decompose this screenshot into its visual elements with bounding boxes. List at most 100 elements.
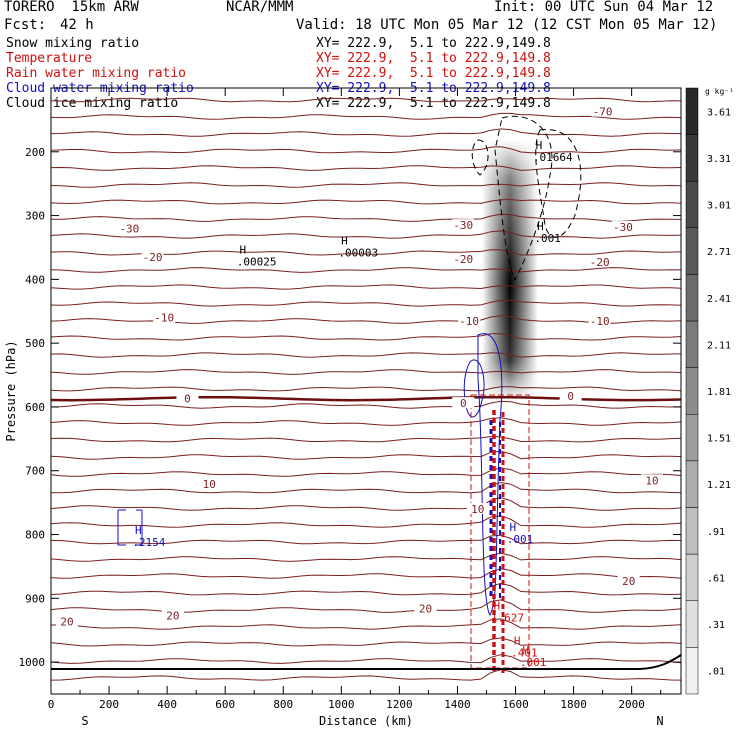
x-tick-label: 1200 bbox=[386, 698, 413, 711]
temperature-contour-label: 0 bbox=[567, 390, 574, 403]
colorbar-label: 1.21 bbox=[707, 480, 731, 491]
isotherm-line bbox=[50, 637, 682, 647]
maximum-value-label: .001 bbox=[507, 533, 534, 546]
temperature-contour-label: -20 bbox=[590, 256, 610, 269]
isotherm-line bbox=[50, 618, 682, 630]
x-tick-label: 600 bbox=[215, 698, 235, 711]
y-tick-label: 300 bbox=[25, 210, 45, 223]
colorbar-label: 3.31 bbox=[707, 154, 731, 165]
colorbar-label: 2.41 bbox=[707, 294, 731, 305]
x-tick-label: 0 bbox=[48, 698, 55, 711]
x-tick-label: 1800 bbox=[560, 698, 587, 711]
temperature-contour-label: -10 bbox=[590, 315, 610, 328]
contour-label-bg bbox=[161, 609, 184, 621]
fcst-label: Fcst: bbox=[4, 17, 47, 33]
plot-frame bbox=[50, 87, 682, 695]
x-tick-label: 400 bbox=[157, 698, 177, 711]
x-tick-label: 1600 bbox=[502, 698, 529, 711]
zero-isotherm-line bbox=[50, 395, 682, 402]
colorbar-label: 3.01 bbox=[707, 201, 731, 212]
cloud-water-contour bbox=[117, 509, 143, 546]
contour-label-bg bbox=[55, 615, 78, 627]
colorbar-label: 1.81 bbox=[707, 387, 731, 398]
temperature-contour-label: -20 bbox=[453, 253, 473, 266]
cloud-ice-contour bbox=[494, 115, 553, 282]
fcst-value: 42 h bbox=[60, 17, 94, 33]
isotherm-line bbox=[50, 97, 682, 103]
isotherm-line bbox=[50, 669, 682, 681]
isotherm-line bbox=[50, 315, 682, 324]
contour-label-bg bbox=[559, 390, 582, 402]
colorbar-segment bbox=[685, 647, 699, 695]
cloud-water-contour bbox=[477, 333, 503, 616]
temperature-contour-label: -30 bbox=[613, 221, 633, 234]
y-tick-label: 1000 bbox=[19, 656, 46, 669]
field-name: Cloud ice mixing ratio bbox=[6, 96, 179, 111]
cloud-water-contour bbox=[463, 359, 485, 418]
temperature-contour-label: -30 bbox=[453, 219, 473, 232]
maximum-value-label: .001 bbox=[520, 656, 547, 669]
colorbar-label: .31 bbox=[707, 620, 725, 631]
x-tick-label: 1400 bbox=[444, 698, 471, 711]
colorbar-label: .61 bbox=[707, 573, 725, 584]
temperature-contour-label: 20 bbox=[166, 610, 179, 623]
terrain-line bbox=[51, 654, 682, 670]
cloud-ice-contour bbox=[471, 139, 489, 176]
temperature-contour-label: 10 bbox=[471, 503, 484, 516]
isotherm-line bbox=[50, 230, 682, 239]
field-name: Temperature bbox=[6, 51, 93, 66]
field-xy-range: XY= 222.9, 5.1 to 222.9,149.8 bbox=[316, 51, 551, 66]
field-name: Rain water mixing ratio bbox=[6, 66, 187, 81]
temperature-contour-label: 20 bbox=[419, 603, 432, 616]
colorbar-segment bbox=[685, 134, 699, 182]
x-tick-label: 1000 bbox=[328, 698, 355, 711]
isotherm-line bbox=[50, 386, 682, 392]
maximum-marker: H bbox=[341, 235, 348, 248]
contour-label-bg bbox=[458, 314, 481, 326]
contour-label-bg bbox=[176, 392, 199, 404]
contour-label-bg bbox=[588, 256, 611, 268]
field-xy-range: XY= 222.9, 5.1 to 222.9,149.8 bbox=[316, 36, 551, 51]
maximum-marker: H bbox=[494, 599, 501, 612]
maximum-value-label: .00003 bbox=[338, 247, 378, 260]
colorbar-segment bbox=[685, 180, 699, 229]
contour-label-bg bbox=[591, 105, 614, 117]
colorbar-segment bbox=[685, 367, 699, 415]
temperature-contour-label: 0 bbox=[460, 397, 467, 410]
isotherm-line bbox=[50, 435, 682, 443]
isotherm-line bbox=[50, 299, 682, 307]
model-title: TORERO 15km ARW bbox=[4, 0, 139, 15]
contour-label-bg bbox=[640, 474, 663, 486]
contour-label-bg bbox=[588, 314, 611, 326]
y-tick-label: 500 bbox=[25, 337, 45, 350]
maximum-marker: H bbox=[509, 521, 516, 534]
isotherm-line bbox=[50, 369, 682, 375]
contour-label-bg bbox=[452, 252, 475, 264]
cloud-ice-contour bbox=[535, 129, 582, 238]
isotherm-line bbox=[50, 568, 682, 579]
contour-label-bg bbox=[414, 602, 437, 614]
isotherm-line bbox=[50, 199, 682, 205]
maximum-marker: H bbox=[514, 635, 521, 648]
init-time: Init: 00 UTC Sun 04 Mar 12 bbox=[494, 0, 714, 15]
center-label: NCAR/MMM bbox=[226, 0, 294, 15]
isotherm-line bbox=[50, 515, 682, 528]
colorbar-segment bbox=[685, 87, 699, 135]
colorbar-label: .91 bbox=[707, 527, 725, 538]
isotherm-line bbox=[50, 146, 682, 154]
isotherm-line bbox=[50, 552, 682, 562]
maximum-value-label: .401 bbox=[511, 647, 537, 660]
colorbar-segment bbox=[685, 460, 699, 508]
isotherm-line bbox=[50, 599, 682, 613]
isotherm-line bbox=[50, 112, 682, 120]
contour-label-bg bbox=[153, 311, 176, 323]
isotherm-line bbox=[50, 267, 682, 273]
contour-label-bg bbox=[118, 222, 141, 234]
isotherm-line bbox=[50, 534, 682, 545]
y-tick-label: 800 bbox=[25, 529, 45, 542]
isotherm-line bbox=[50, 333, 682, 341]
isotherm-line bbox=[51, 213, 682, 222]
temperature-contour-label: 10 bbox=[203, 478, 216, 491]
field-xy-range: XY= 222.9, 5.1 to 222.9,149.8 bbox=[316, 66, 551, 81]
